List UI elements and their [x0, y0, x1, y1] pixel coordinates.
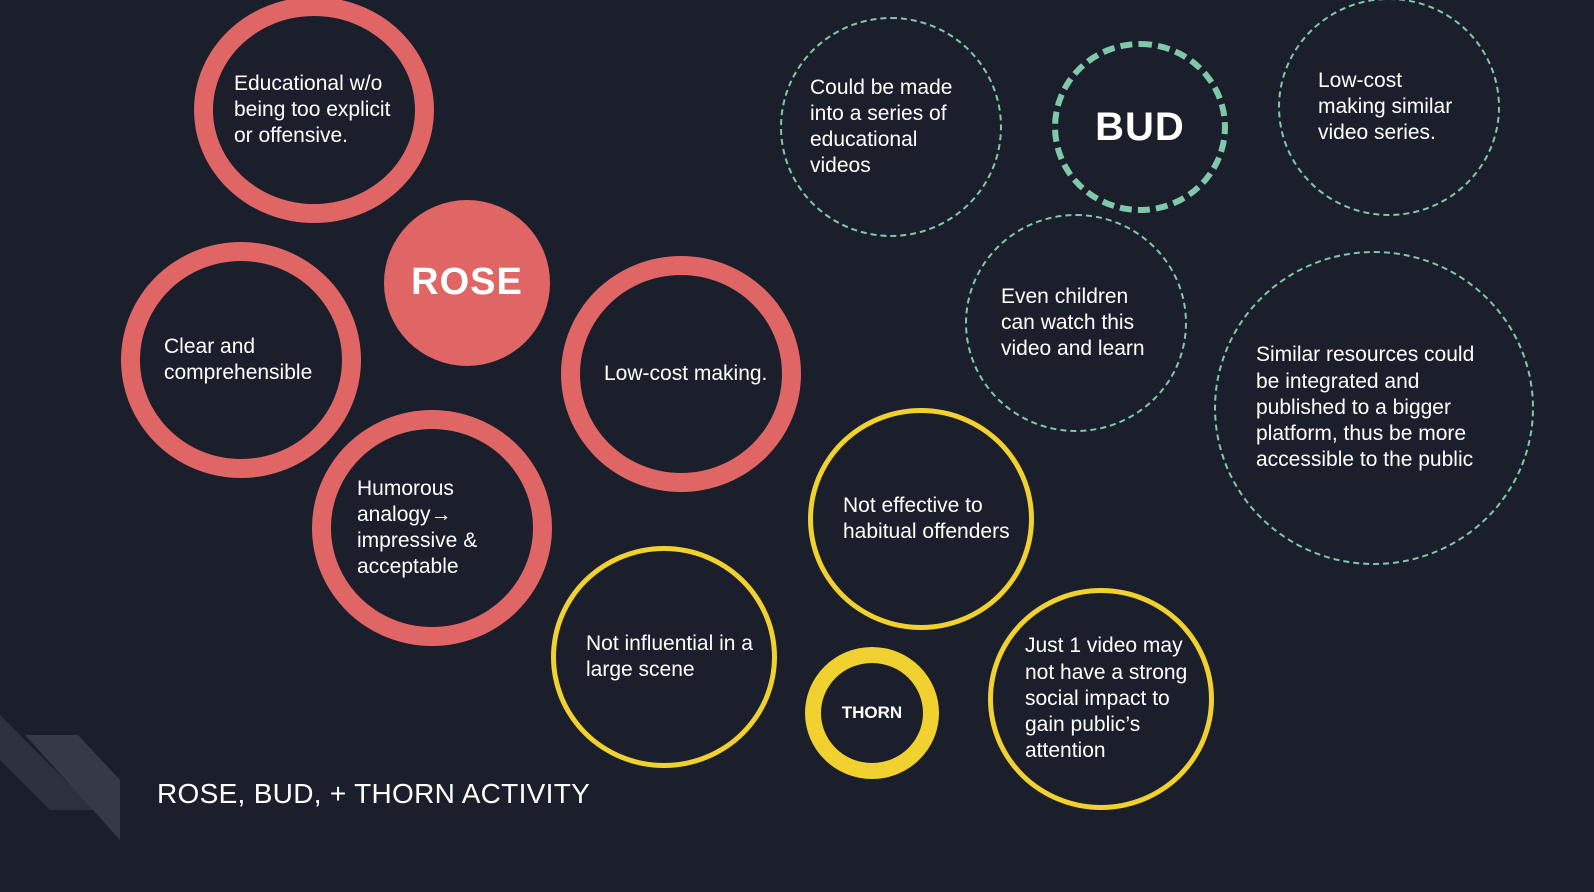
- rose-label-circle: ROSE: [384, 200, 550, 366]
- bud-note-platform: Similar resources could be integrated an…: [1214, 251, 1534, 565]
- thorn-note-text: Just 1 video may not have a strong socia…: [1025, 634, 1188, 763]
- rose-note-educational: Educational w/o being too explicit or of…: [194, 0, 434, 223]
- thorn-note-text: Not effective to habitual offenders: [843, 493, 1010, 543]
- thorn-label: THORN: [841, 703, 903, 723]
- rose-note-clear: Clear and comprehensible: [121, 242, 361, 478]
- rose-label: ROSE: [411, 261, 523, 304]
- rose-note-humorous: Humorous analogy→ impressive & acceptabl…: [312, 410, 552, 646]
- bud-note-low-cost-series: Low-cost making similar video series.: [1278, 0, 1500, 216]
- thorn-note-habitual: Not effective to habitual offenders: [808, 408, 1034, 630]
- bud-note-series: Could be made into a series of education…: [780, 17, 1002, 237]
- thorn-note-large-scene: Not influential in a large scene: [551, 546, 777, 768]
- bud-note-children: Even children can watch this video and l…: [965, 214, 1187, 432]
- rose-note-text: Educational w/o being too explicit or of…: [234, 71, 391, 148]
- bud-note-text: Low-cost making similar video series.: [1318, 68, 1453, 145]
- rose-note-text: Clear and comprehensible: [164, 334, 313, 384]
- corner-decoration: [0, 715, 120, 840]
- bud-note-text: Even children can watch this video and l…: [1001, 284, 1145, 361]
- bud-note-text: Could be made into a series of education…: [810, 75, 953, 178]
- thorn-note-social-impact: Just 1 video may not have a strong socia…: [988, 588, 1214, 810]
- thorn-label-circle: THORN: [805, 647, 939, 779]
- rose-note-text: Low-cost making.: [604, 361, 768, 385]
- slide-title: ROSE, BUD, + THORN ACTIVITY: [157, 778, 591, 809]
- bud-note-text: Similar resources could be integrated an…: [1256, 343, 1475, 472]
- thorn-note-text: Not influential in a large scene: [586, 631, 753, 681]
- bud-label: BUD: [1095, 105, 1185, 149]
- bud-label-circle: BUD: [1052, 41, 1228, 213]
- rose-note-low-cost: Low-cost making.: [561, 256, 801, 492]
- rose-note-text: Humorous analogy→ impressive & acceptabl…: [357, 476, 478, 579]
